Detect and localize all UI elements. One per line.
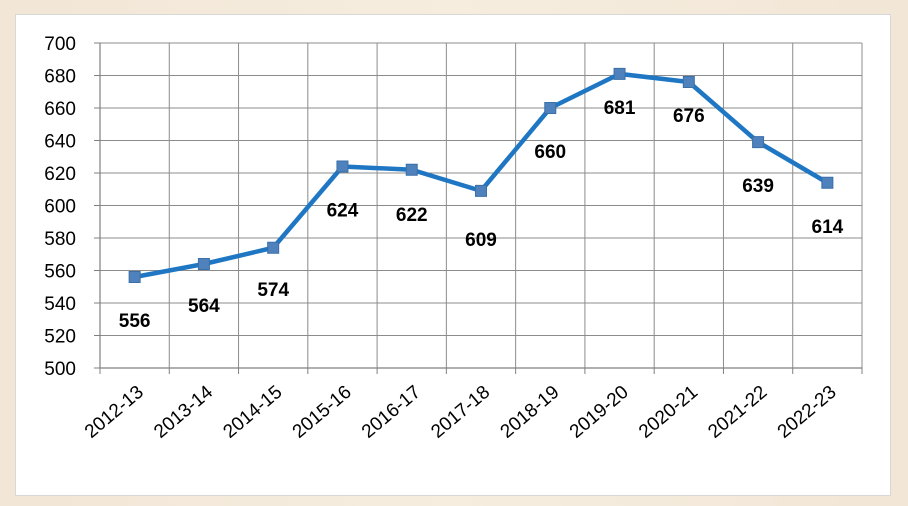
data-point-marker bbox=[682, 76, 695, 88]
data-label: 681 bbox=[604, 98, 636, 119]
x-tick-label: 2022-23 bbox=[774, 382, 841, 443]
series bbox=[128, 67, 834, 283]
x-tick-label: 2021-22 bbox=[704, 382, 771, 443]
data-label: 609 bbox=[465, 230, 497, 251]
data-point-marker bbox=[336, 160, 349, 173]
y-tick-label: 660 bbox=[44, 99, 76, 120]
x-axis-ticks: 2012-13 2013-14 2014-15 2015-16 2016-17 2017-… bbox=[81, 381, 841, 442]
data-point-marker bbox=[752, 136, 765, 149]
x-tick-label: 2017-18 bbox=[427, 382, 494, 443]
data-labels: 556 564 574 624 622 609 660 681 676 639 614 bbox=[119, 98, 844, 332]
x-tick-label: 2013-14 bbox=[150, 381, 217, 442]
data-label: 676 bbox=[673, 106, 705, 127]
data-point-marker bbox=[128, 271, 141, 283]
data-point-marker bbox=[613, 67, 626, 80]
data-label: 614 bbox=[812, 217, 844, 238]
y-tick-label: 700 bbox=[44, 34, 76, 55]
grid bbox=[99, 42, 863, 369]
y-tick-label: 680 bbox=[44, 67, 76, 88]
data-label: 639 bbox=[742, 176, 774, 197]
y-axis-ticks: 500 520 540 560 580 600 620 640 660 680 700 bbox=[44, 34, 76, 380]
chart-panel bbox=[15, 14, 891, 496]
y-tick-label: 540 bbox=[44, 294, 76, 315]
data-point-marker bbox=[197, 258, 210, 270]
x-tick-label: 2015-16 bbox=[289, 382, 356, 443]
y-tick-label: 500 bbox=[44, 359, 76, 380]
axes bbox=[94, 42, 863, 374]
data-point-marker bbox=[821, 176, 834, 189]
data-point-marker bbox=[405, 163, 418, 176]
data-label: 660 bbox=[534, 142, 566, 163]
x-tick-label: 2012-13 bbox=[81, 382, 148, 443]
y-tick-label: 640 bbox=[44, 132, 76, 153]
data-point-marker bbox=[475, 184, 487, 197]
x-tick-label: 2014-15 bbox=[219, 382, 286, 443]
y-tick-label: 620 bbox=[44, 164, 76, 185]
data-label: 622 bbox=[396, 205, 428, 226]
data-point-marker bbox=[544, 102, 557, 114]
x-tick-label: 2016-17 bbox=[358, 382, 425, 443]
data-label: 556 bbox=[119, 311, 151, 332]
data-label: 564 bbox=[188, 296, 220, 317]
data-point-marker bbox=[267, 241, 280, 254]
data-label: 624 bbox=[327, 201, 359, 222]
data-label: 574 bbox=[257, 280, 289, 301]
y-tick-label: 560 bbox=[44, 262, 76, 283]
y-tick-label: 600 bbox=[44, 197, 76, 218]
x-tick-label: 2018-19 bbox=[497, 382, 564, 443]
x-tick-label: 2019-20 bbox=[566, 382, 633, 443]
x-tick-label: 2020-21 bbox=[635, 382, 702, 443]
y-tick-label: 580 bbox=[44, 229, 76, 250]
y-tick-label: 520 bbox=[44, 327, 76, 348]
